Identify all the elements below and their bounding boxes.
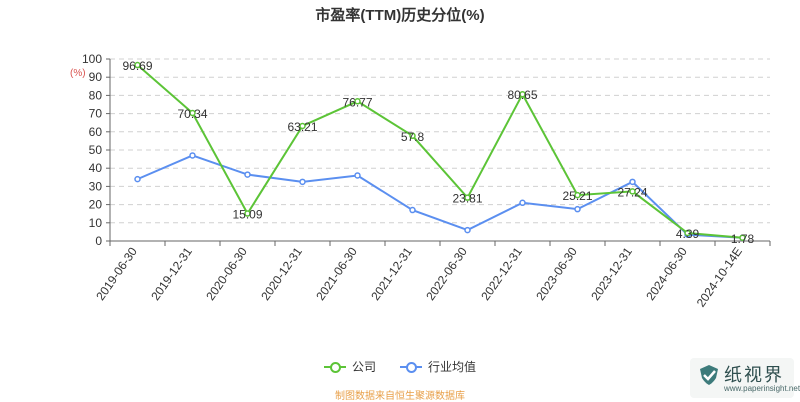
legend: 公司 行业均值	[0, 358, 800, 375]
point-industry	[519, 199, 526, 207]
y-tick-label: 0	[95, 234, 102, 248]
x-tick-label: 2024-06-30	[643, 244, 690, 303]
y-tick-label: 60	[89, 125, 103, 139]
grid-lines	[110, 58, 770, 224]
point-company	[189, 109, 196, 117]
y-tick-label: 90	[89, 70, 103, 84]
point-industry	[464, 226, 471, 234]
point-company	[464, 194, 471, 201]
data-label: 80.65	[507, 88, 537, 102]
data-label: 4.39	[676, 227, 700, 241]
point-industry	[354, 172, 361, 179]
watermark-logo: 纸视界 www.paperinsight.net	[690, 358, 800, 398]
point-industry	[134, 175, 141, 183]
data-label: 76.77	[342, 95, 372, 109]
data-label: 96.69	[122, 59, 152, 73]
series-lines	[134, 61, 746, 242]
watermark-url: www.paperinsight.net	[724, 384, 800, 393]
y-tick-label: 30	[89, 179, 103, 193]
point-industry	[244, 171, 251, 178]
legend-label-industry: 行业均值	[428, 360, 477, 374]
data-label: 25.21	[562, 189, 592, 203]
legend-item-industry[interactable]: 行业均值	[400, 358, 476, 375]
axes: 0 10 20 30 40 50 60 70 80 90 100 2019-06-30 2019-12-…	[82, 52, 771, 310]
legend-marker-industry	[400, 361, 422, 373]
series-line-company	[136, 64, 743, 239]
point-industry	[189, 152, 196, 159]
y-tick-label: 70	[89, 107, 103, 121]
point-company	[684, 229, 691, 237]
point-industry	[574, 205, 581, 213]
point-company	[519, 90, 526, 98]
legend-marker-company	[323, 361, 346, 373]
x-tick-label: 2023-12-31	[588, 244, 635, 303]
data-labels: 96.69 70.34 15.09 63.21 76.77 57.8 23.81 80.65 2…	[122, 59, 754, 246]
x-tick-label: 2019-12-31	[148, 244, 195, 303]
data-label: 23.81	[452, 192, 482, 206]
point-company	[134, 61, 141, 69]
data-label: 57.8	[401, 130, 425, 144]
point-company	[739, 234, 746, 242]
data-label: 70.34	[177, 107, 207, 121]
x-tick-label: 2021-12-31	[368, 244, 415, 303]
watermark-brand: 纸视界	[724, 365, 784, 386]
point-company	[354, 98, 361, 105]
x-tick-label: 2024-10-14E	[694, 245, 745, 310]
series-line-industry	[137, 154, 743, 239]
x-tick-label: 2020-12-31	[258, 244, 305, 303]
x-tick-label: 2020-06-30	[203, 244, 250, 303]
y-tick-label: 50	[89, 143, 103, 157]
point-company	[629, 188, 636, 195]
x-tick-label: 2022-06-30	[423, 244, 470, 303]
y-tick-label: 80	[89, 88, 103, 102]
y-axis-unit: (%)	[70, 68, 86, 79]
chart-title: 市盈率(TTM)历史分位(%)	[315, 7, 485, 24]
shield-check-icon	[700, 365, 718, 385]
source-note: 制图数据来自恒生聚源数据库	[335, 391, 465, 402]
y-tick-label: 10	[89, 216, 103, 230]
point-company	[244, 210, 251, 217]
data-label: 1.78	[731, 232, 755, 246]
legend-item-company[interactable]: 公司	[323, 358, 376, 375]
x-tick-label: 2021-06-30	[313, 244, 360, 303]
point-industry	[409, 206, 416, 214]
point-industry	[629, 178, 636, 186]
point-company	[299, 122, 306, 130]
x-tick-label: 2023-06-30	[533, 244, 580, 303]
y-tick-label: 20	[89, 198, 103, 212]
point-company	[409, 132, 416, 140]
data-label: 15.09	[232, 208, 262, 222]
x-tick-label: 2019-06-30	[93, 244, 140, 303]
y-tick-label: 100	[82, 52, 102, 66]
legend-label-company: 公司	[351, 360, 376, 374]
point-company	[574, 191, 581, 199]
y-tick-label: 40	[89, 161, 103, 175]
point-industry	[299, 178, 306, 186]
data-label: 27.24	[617, 185, 647, 199]
data-label: 63.21	[287, 120, 317, 134]
x-tick-label: 2022-12-31	[478, 244, 525, 303]
